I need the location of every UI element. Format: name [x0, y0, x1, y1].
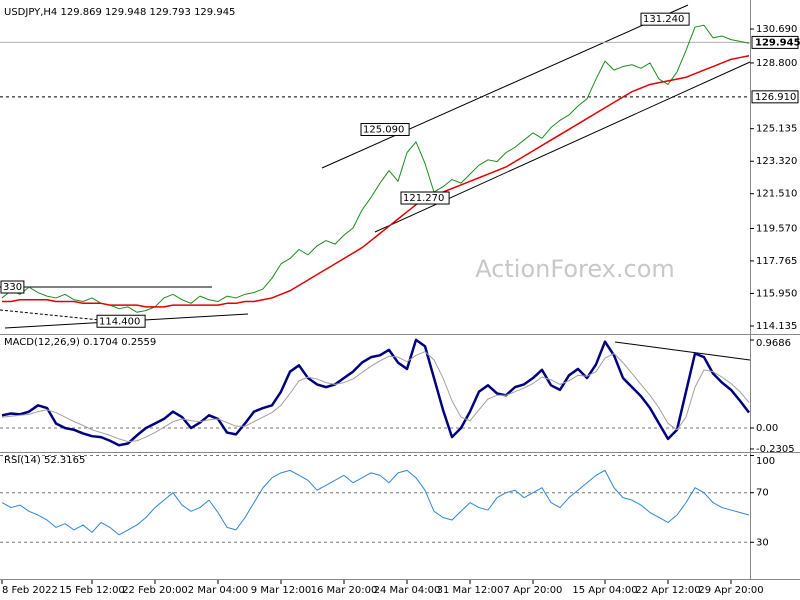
x-tick-label: 22 Apr 12:00 — [635, 585, 700, 596]
x-tick-label: 9 Mar 12:00 — [251, 585, 311, 596]
panel-borders — [0, 0, 800, 580]
y-tick-label: 119.570 — [756, 224, 797, 235]
x-tick-label: 2 Mar 04:00 — [188, 585, 248, 596]
y-tick-label: -0.2305 — [756, 444, 795, 455]
annotation-label: 114.400 — [99, 316, 140, 327]
annotation-label: 125.090 — [363, 124, 404, 135]
series-line — [1, 351, 750, 443]
price-box — [751, 35, 799, 49]
watermark: ActionForex.com — [475, 255, 675, 283]
annotation-label: 131.240 — [643, 14, 684, 25]
y-tick-label: 70 — [756, 488, 769, 499]
channel-upper — [321, 4, 689, 169]
series-line — [2, 55, 750, 308]
x-tick-label: 7 Apr 20:00 — [504, 585, 563, 596]
annotation-box — [400, 191, 450, 205]
annotation-box — [0, 280, 25, 294]
y-tick-label: 115.950 — [756, 288, 797, 299]
annotation-box — [360, 122, 410, 136]
x-tick-label: 22 Feb 20:00 — [122, 585, 188, 596]
annotation-box — [96, 314, 146, 328]
y-tick-label: 0.00 — [756, 423, 778, 434]
y-tick-label: 0.9686 — [756, 338, 791, 349]
x-tick-label: 8 Feb 2022 — [2, 585, 58, 596]
y-tick-label: 130.690 — [756, 24, 797, 35]
annotation-label: 121.270 — [403, 193, 444, 204]
y-tick-label: 117.765 — [756, 256, 797, 267]
series-line — [1, 24, 750, 313]
level-box — [751, 90, 799, 104]
x-tick-label: 15 Feb 12:00 — [59, 585, 125, 596]
price-label: 129.945 — [755, 37, 800, 48]
series-line — [1, 469, 750, 536]
divergence-line — [614, 341, 751, 361]
y-tick-label: 123.320 — [756, 156, 797, 167]
x-tick-label: 24 Mar 04:00 — [374, 585, 441, 596]
series-line — [1, 338, 750, 447]
y-tick-label: 100 — [756, 456, 775, 467]
y-tick-label: 121.510 — [756, 189, 797, 200]
x-tick-label: 29 Apr 20:00 — [698, 585, 763, 596]
y-tick-label: 30 — [756, 537, 769, 548]
x-tick-label: 15 Apr 04:00 — [572, 585, 637, 596]
panel-title: USDJPY,H4 129.869 129.948 129.793 129.94… — [4, 7, 235, 18]
panel-title: RSI(14) 52.3165 — [4, 455, 85, 466]
level-label: 126.910 — [755, 92, 796, 103]
y-tick-label: 114.135 — [756, 321, 797, 332]
panel-title: MACD(12,26,9) 0.1704 0.2559 — [4, 337, 156, 348]
y-tick-label: 128.800 — [756, 58, 797, 69]
x-tick-label: 16 Mar 20:00 — [311, 585, 378, 596]
annotation-box — [640, 12, 690, 26]
x-tick-label: 31 Mar 12:00 — [437, 585, 504, 596]
annotation-label: 330 — [3, 282, 22, 293]
y-tick-label: 125.135 — [756, 124, 797, 135]
